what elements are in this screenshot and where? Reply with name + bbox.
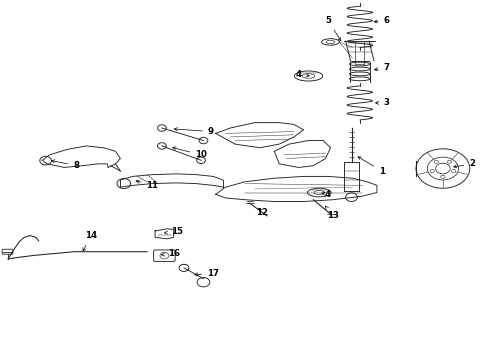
Text: 11: 11: [136, 180, 158, 190]
Text: 2: 2: [454, 159, 475, 168]
Text: 15: 15: [165, 228, 183, 237]
Text: 16: 16: [162, 249, 180, 258]
Text: 12: 12: [256, 208, 268, 217]
Text: 7: 7: [374, 63, 390, 72]
Text: 14: 14: [83, 231, 97, 251]
Text: 10: 10: [172, 147, 207, 159]
Text: 4: 4: [295, 70, 309, 79]
Text: 5: 5: [325, 16, 341, 41]
Text: 13: 13: [325, 206, 339, 220]
Text: 17: 17: [195, 269, 220, 278]
Text: 4: 4: [322, 190, 331, 199]
Text: 1: 1: [358, 157, 385, 176]
Text: 9: 9: [174, 127, 214, 136]
Text: 3: 3: [376, 98, 390, 107]
Text: 6: 6: [374, 16, 390, 25]
Text: 8: 8: [51, 160, 79, 170]
